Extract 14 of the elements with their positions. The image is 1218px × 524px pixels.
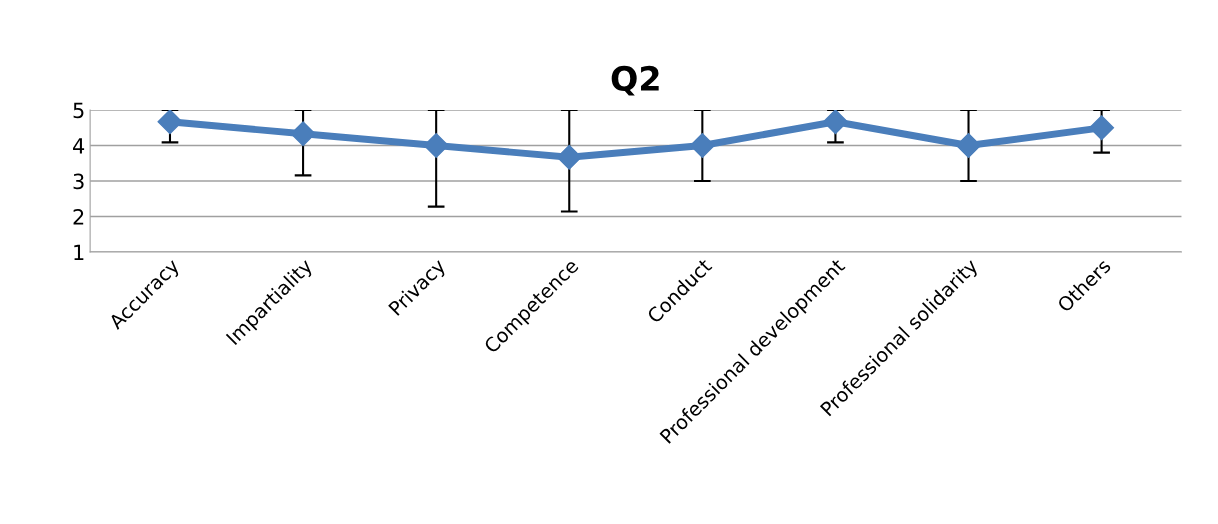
point	[423, 133, 449, 159]
point	[1089, 115, 1115, 141]
point	[689, 133, 715, 159]
point	[157, 110, 183, 135]
y-tick-label: 3	[73, 173, 84, 190]
chart-title: Q2	[611, 65, 659, 96]
y-tick-label: 4	[73, 138, 85, 154]
point	[556, 144, 582, 170]
y-tick-label: 5	[73, 102, 84, 119]
y-tick-label: 1	[74, 244, 84, 260]
point	[956, 133, 981, 159]
point	[290, 121, 316, 147]
y-tick-label: 2	[73, 209, 84, 225]
point	[822, 110, 848, 135]
